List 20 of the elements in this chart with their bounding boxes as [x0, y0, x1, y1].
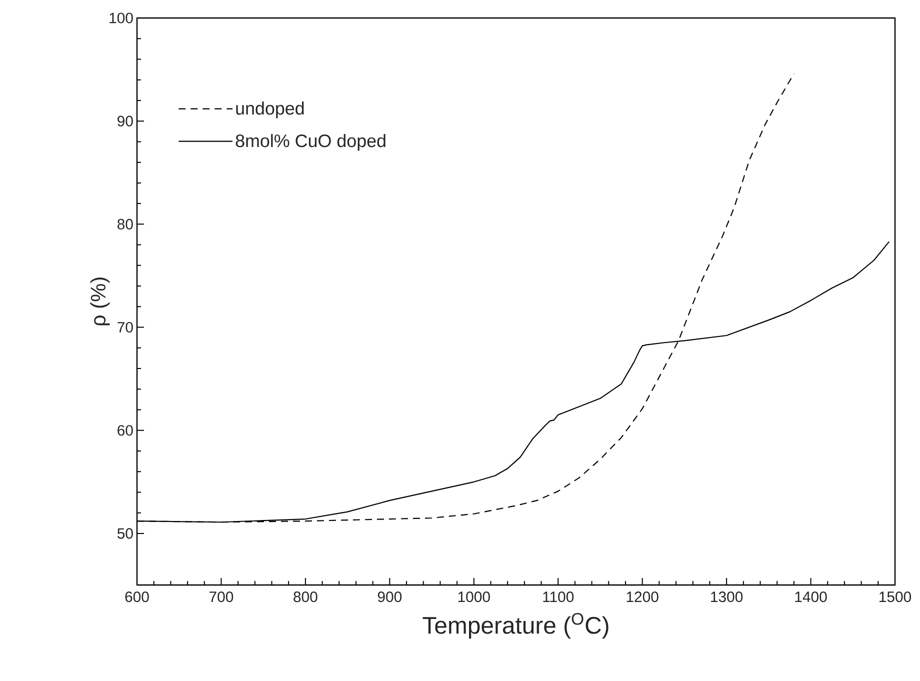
x-tick-label: 1400 [795, 592, 827, 602]
x-axis-title: Temperature ($^{O}$C) [422, 612, 608, 639]
y-axis-title: ρ (%) [90, 278, 110, 326]
y-tick-label: 50 [117, 528, 133, 539]
y-tick-label: 90 [118, 116, 133, 126]
x-tick-label: 900 [378, 592, 402, 602]
x-tick-label: 600 [125, 592, 149, 602]
legend-label: 8mol% CuO doped [236, 134, 386, 151]
x-tick-label: 1200 [626, 592, 658, 602]
x-tick-label: 1500 [880, 592, 912, 602]
x-tick-label: 1000 [458, 592, 490, 602]
y-tick-label: 60 [118, 425, 133, 436]
y-tick-label: 80 [118, 218, 133, 230]
y-tick-label: 100 [110, 12, 133, 24]
x-tick-label: 1100 [543, 592, 574, 602]
y-tick-label: 70 [118, 322, 133, 333]
x-tick-label: 800 [294, 592, 318, 602]
legend-label: undoped [236, 102, 304, 118]
x-tick-label: 1300 [711, 592, 743, 602]
x-tick-label: 700 [210, 592, 234, 602]
